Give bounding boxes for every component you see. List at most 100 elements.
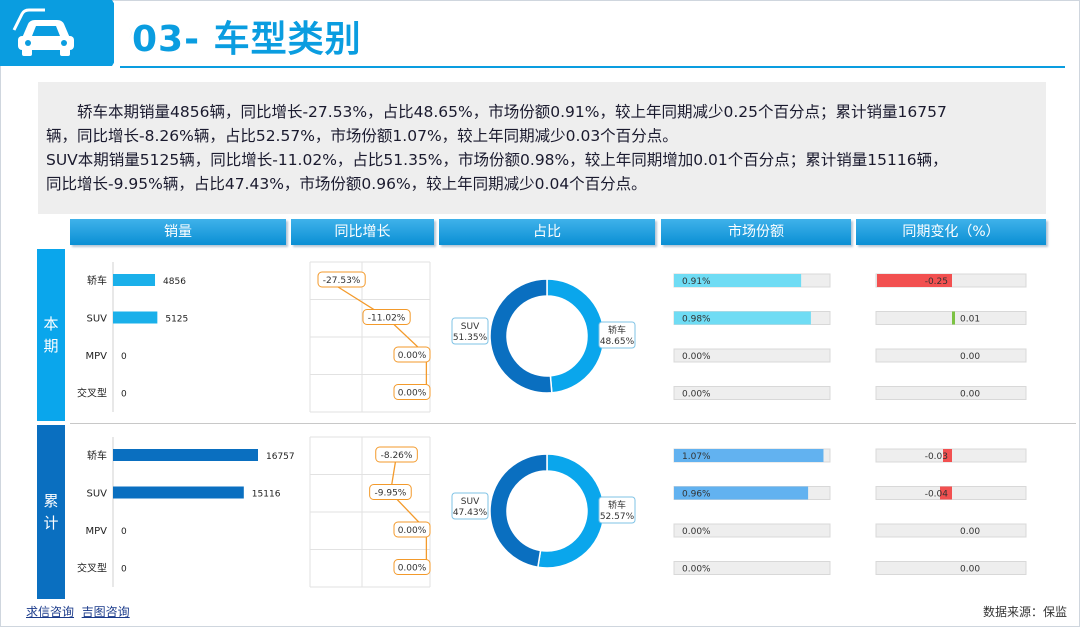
footer-link[interactable]: 吉图咨询 [81,605,130,619]
data-label-box [362,309,411,325]
data-label: 5125 [165,315,188,325]
category-label: 轿车 [87,449,107,462]
footer-links: 求信咨询 吉图咨询 [26,603,130,620]
data-label: -0.04 [925,490,949,500]
bar-track [673,348,831,363]
series-line [326,279,428,393]
column-header-sales: 销量 [70,219,286,245]
column-header-yoy: 同比增长 [291,219,434,245]
bar [113,449,258,461]
data-label-box [375,446,418,463]
bar [674,311,811,325]
data-label: -8.26% [381,451,413,461]
summary-line: 辆，同比增长-8.26%辆，占比52.57%，市场份额1.07%，较上年同期减少… [46,127,678,145]
data-label: -9.95% [375,489,407,499]
donut-slice [489,278,553,394]
bar-track [875,348,1027,363]
bar-track [673,523,831,538]
data-source: 数据来源：保监 [983,605,1068,619]
data-label: 0.00% [398,526,427,536]
data-label: 0.00% [682,565,711,575]
data-label: 0.00% [398,351,427,361]
data-label: 0.00% [398,389,427,399]
bar [113,311,158,324]
category-label: SUV [86,489,107,500]
slice-label-box [598,321,636,349]
slice-label: 轿车 [608,324,626,336]
data-label: 4856 [163,277,186,287]
data-label: 0.91% [682,277,711,287]
bar-track [875,561,1027,575]
summary-line: 轿车本期销量4856辆，同比增长-27.53%，占比48.65%，市场份额0.9… [46,103,947,121]
data-label-box [317,271,366,288]
data-label: 0.00% [682,527,711,537]
side-label-char: 期 [43,337,59,355]
data-label: 15116 [252,490,281,500]
side-label-char: 累 [43,492,59,510]
data-label: 0 [121,565,127,575]
page-title: 03- 车型类别 [132,19,362,60]
data-label: 0.01 [960,315,980,325]
footer-link[interactable]: 求信咨询 [26,605,75,619]
slice-label-box [451,492,489,520]
data-label: 16757 [266,452,295,462]
summary-line: 同比增长-9.95%辆，占比47.43%，市场份额0.96%，较上年同期减少0.… [46,175,647,193]
data-label: 0.00 [960,352,980,362]
data-label-box [393,384,431,400]
data-label-box [369,484,412,500]
data-label: -0.25 [925,277,948,287]
bar-track [875,523,1027,538]
bar-track [673,386,831,400]
side-label-char: 本 [43,315,59,333]
bar [113,274,156,286]
data-label: 0.00 [960,527,980,537]
header-chevron-2 [114,0,132,66]
data-label: -27.53% [323,276,361,286]
slice-label: SUV [461,497,480,507]
donut-slice [536,453,605,569]
car-icon [12,8,74,56]
category-label: 交叉型 [77,562,107,575]
slice-label-box [598,496,636,524]
column-header-share-ratio: 占比 [439,219,655,245]
bar-track [673,561,831,575]
data-label: 0.00% [398,564,427,574]
category-label: MPV [86,351,108,362]
bar [940,486,952,500]
slice-label: SUV [461,322,480,332]
slice-value-label: 52.57% [600,512,635,522]
slice-value-label: 51.35% [453,333,488,343]
data-label: 0.00% [682,352,711,362]
section-divider [70,423,1076,424]
side-label-current: 本期 [37,249,65,421]
bar-track [875,386,1027,400]
donut-slice [489,453,548,569]
category-label: 交叉型 [77,387,107,400]
bar [674,274,802,287]
data-label: 0.98% [682,315,711,325]
bar [674,486,809,500]
data-label: 0.00 [960,390,980,400]
data-label: -11.02% [368,314,406,324]
summary-line: SUV本期销量5125辆，同比增长-11.02%，占比51.35%，市场份额0.… [46,151,948,169]
header-block [0,0,112,66]
bar [943,449,952,462]
bar [952,311,955,325]
category-label: 轿车 [87,274,107,287]
column-header-change: 同期变化（%） [856,219,1046,245]
data-label: 1.07% [682,452,711,462]
data-label-box [393,521,431,538]
summary-box: 轿车本期销量4856辆，同比增长-27.53%，占比48.65%，市场份额0.9… [38,82,1046,214]
slice-label: 轿车 [608,499,626,511]
column-header-market-share: 市场份额 [661,219,851,245]
bar [113,486,244,499]
bar-track [875,311,1027,325]
data-label: 0.00 [960,565,980,575]
title-rule [120,66,1065,68]
series-line [389,454,428,568]
side-label-char: 计 [43,514,59,532]
donut-slice [546,278,605,394]
slice-label-box [451,317,489,345]
bar [674,449,824,462]
